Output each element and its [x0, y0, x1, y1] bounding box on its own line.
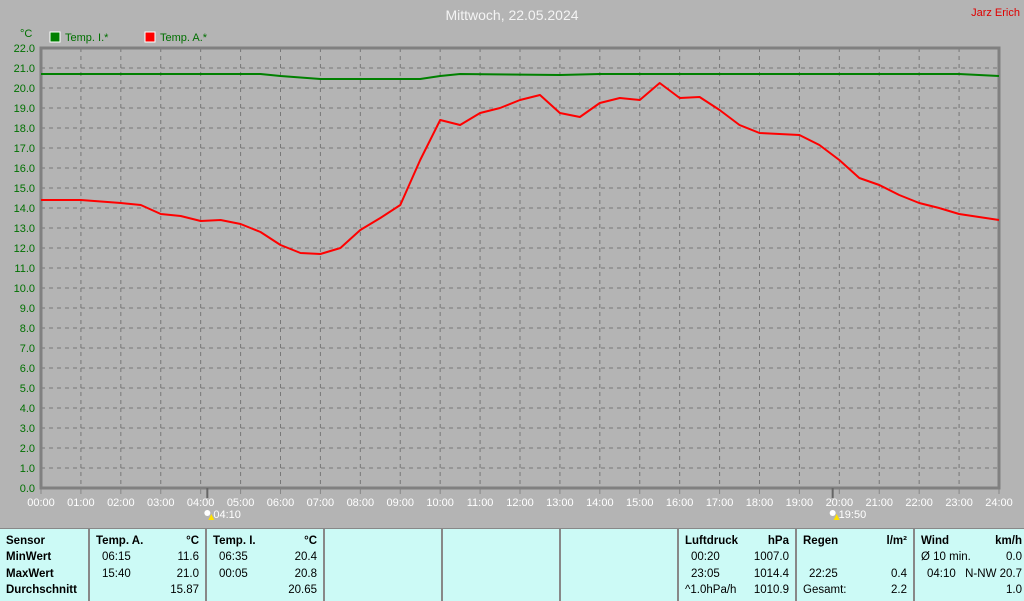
x-tick-label: 18:00 [746, 497, 774, 509]
x-tick-label: 16:00 [666, 497, 694, 509]
x-tick-label: 20:00 [826, 497, 854, 509]
x-tick-label: 04:00 [187, 497, 215, 509]
y-tick-label: 19.0 [14, 103, 35, 115]
x-tick-label: 02:00 [107, 497, 135, 509]
column-rain: Regen l/m² 22:25 0.4 Gesamt: 2.2 [795, 529, 913, 601]
x-tick-label: 09:00 [386, 497, 414, 509]
y-tick-label: 1.0 [20, 463, 35, 475]
legend-swatch [144, 31, 156, 43]
author-label: Jarz Erich [971, 7, 1020, 19]
x-tick-label: 12:00 [506, 497, 534, 509]
x-tick-label: 24:00 [985, 497, 1013, 509]
legend-label: Temp. I.* [65, 32, 109, 44]
x-tick-label: 17:00 [706, 497, 734, 509]
y-tick-label: 21.0 [14, 63, 35, 75]
y-tick-label: 13.0 [14, 223, 35, 235]
y-tick-label: 9.0 [20, 303, 35, 315]
x-tick-label: 00:00 [27, 497, 55, 509]
sunset-icon [829, 510, 836, 516]
y-tick-label: 15.0 [14, 183, 35, 195]
summary-table: Sensor MinWert MaxWert Durchschnitt Temp… [0, 528, 1024, 601]
sun-arrow-icon [208, 514, 215, 520]
y-tick-label: 0.0 [20, 483, 35, 495]
column-empty [323, 529, 441, 601]
label-max: MaxWert [6, 568, 54, 580]
x-tick-label: 05:00 [227, 497, 255, 509]
legend-swatch [49, 31, 61, 43]
y-tick-label: 18.0 [14, 123, 35, 135]
y-tick-label: 6.0 [20, 363, 35, 375]
x-tick-label: 11:00 [467, 497, 494, 509]
y-tick-label: 22.0 [14, 43, 35, 55]
column-empty [559, 529, 677, 601]
x-tick-label: 06:00 [267, 497, 295, 509]
header-sensor: Sensor [6, 535, 45, 547]
y-tick-label: 16.0 [14, 163, 35, 175]
sun-arrow-icon [833, 514, 840, 520]
column-wind: Wind km/h Ø 10 min. 0.0 04:10 N-NW 20.7 1.0 [913, 529, 1024, 601]
plot-frame [39, 46, 1001, 490]
x-tick-label: 03:00 [147, 497, 175, 509]
x-tick-label: 15:00 [626, 497, 654, 509]
column-empty [441, 529, 559, 601]
annotation-label: 19:50 [839, 509, 867, 521]
series-line-0 [41, 73, 1000, 80]
x-tick-label: 14:00 [586, 497, 614, 509]
y-axis-label: °C [20, 28, 32, 40]
series-line-1 [41, 82, 1000, 255]
y-tick-label: 20.0 [14, 83, 35, 95]
temperature-chart: 0.0 1.0 2.0 3.0 4.0 5.0 6.0 7.0 8.0 9.0 10.0 11.0 12… [14, 28, 1013, 521]
column-pressure: Luftdruck hPa 00:20 1007.0 23:05 1014.4 ^1.… [677, 529, 795, 601]
y-tick-label: 7.0 [20, 343, 35, 355]
x-tick-label: 10:00 [426, 497, 454, 509]
x-tick-label: 23:00 [945, 497, 973, 509]
page-title: Mittwoch, 22.05.2024 [445, 7, 579, 23]
y-tick-label: 2.0 [20, 443, 35, 455]
x-tick-label: 21:00 [865, 497, 893, 509]
label-min: MinWert [6, 551, 52, 563]
y-tick-label: 14.0 [14, 203, 35, 215]
annotation-label: 04:10 [213, 509, 241, 521]
y-tick-label: 17.0 [14, 143, 35, 155]
y-tick-label: 3.0 [20, 423, 35, 435]
label-avg: Durchschnitt [6, 584, 77, 596]
y-tick-label: 8.0 [20, 323, 35, 335]
column-temp-i: Temp. I. °C 06:35 20.4 00:05 20.8 20.65 [205, 529, 323, 601]
legend-label: Temp. A.* [160, 32, 208, 44]
y-tick-label: 11.0 [14, 263, 35, 275]
y-tick-label: 4.0 [20, 403, 35, 415]
y-tick-label: 12.0 [14, 243, 35, 255]
sunrise-icon [204, 510, 211, 516]
x-tick-label: 07:00 [307, 497, 335, 509]
x-tick-label: 22:00 [905, 497, 933, 509]
x-tick-label: 01:00 [67, 497, 95, 509]
y-tick-label: 5.0 [20, 383, 35, 395]
x-tick-label: 19:00 [786, 497, 814, 509]
x-tick-label: 08:00 [347, 497, 375, 509]
x-tick-label: 13:00 [546, 497, 574, 509]
column-temp-a: Temp. A. °C 06:15 11.6 15:40 21.0 15.87 [88, 529, 205, 601]
y-tick-label: 10.0 [14, 283, 35, 295]
